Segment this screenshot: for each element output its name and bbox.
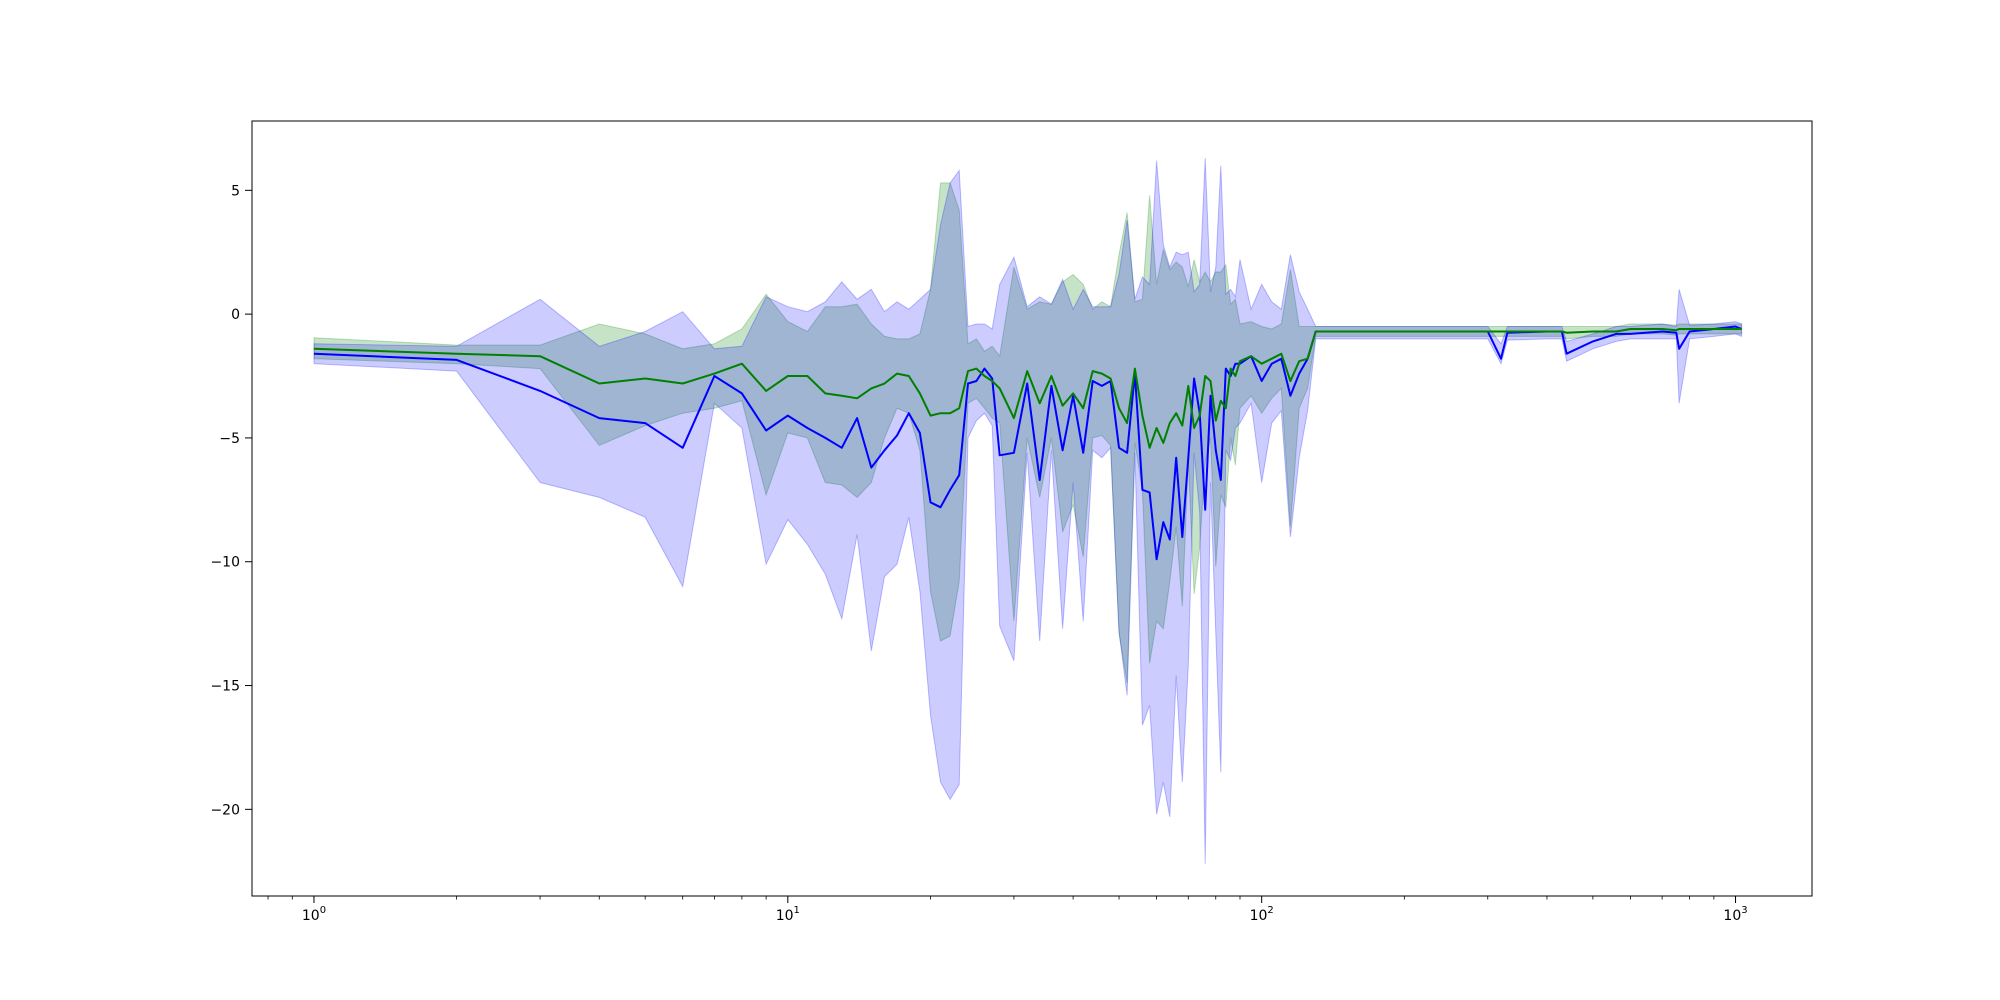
x-tick-label: 102 xyxy=(1250,905,1274,924)
y-tick-label: −20 xyxy=(210,802,240,818)
x-tick-label: 100 xyxy=(302,905,326,924)
plot-frame xyxy=(251,120,1813,897)
x-tick-label: 103 xyxy=(1723,905,1747,924)
series-lines xyxy=(313,325,1742,561)
y-tick-label: −10 xyxy=(210,555,240,571)
plot-area-background xyxy=(252,121,1812,896)
x-axis: 100 101 102 103 xyxy=(267,896,1748,924)
band-series-1 xyxy=(313,182,1743,684)
x-tick-label: 101 xyxy=(776,905,800,924)
y-tick-label: −15 xyxy=(210,679,240,695)
line-series-2 xyxy=(313,325,1742,561)
confidence-bands xyxy=(313,158,1743,864)
y-tick-label: −5 xyxy=(219,431,240,447)
y-tick-label: 5 xyxy=(231,183,240,199)
line-series-1 xyxy=(313,328,1742,449)
y-tick-label: 0 xyxy=(231,307,240,323)
y-axis: 5 0 −5 −10 −15 −20 xyxy=(210,183,252,818)
band-series-2 xyxy=(313,158,1743,864)
